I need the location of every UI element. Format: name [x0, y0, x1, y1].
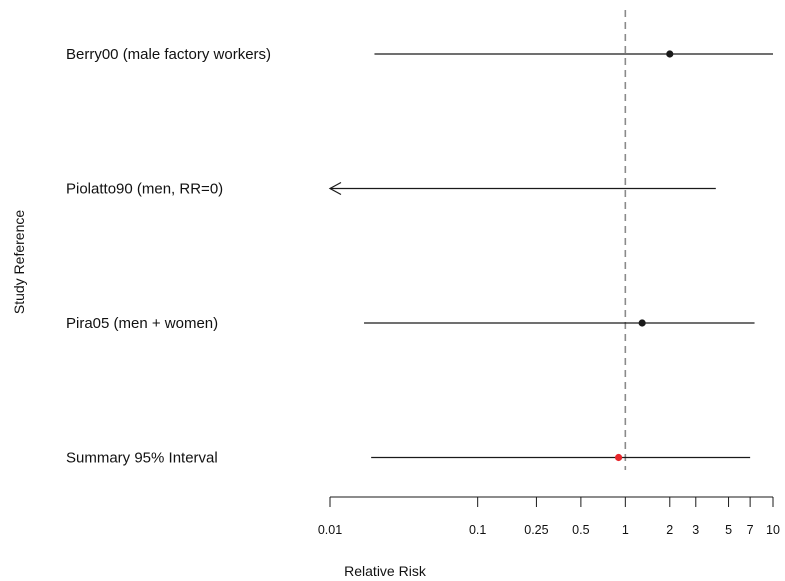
x-tick-label: 0.25	[524, 523, 548, 537]
point-estimate	[638, 319, 646, 327]
study-row: Pira05 (men + women)	[66, 315, 755, 332]
x-tick-label: 10	[766, 523, 780, 537]
x-tick-label: 0.01	[318, 523, 342, 537]
study-label: Pira05 (men + women)	[66, 315, 218, 332]
study-label: Summary 95% Interval	[66, 450, 218, 467]
point-estimate	[614, 453, 623, 462]
point-estimate	[666, 50, 674, 58]
study-label: Berry00 (male factory workers)	[66, 46, 271, 63]
x-tick-label: 3	[692, 523, 699, 537]
x-axis-title: Relative Risk	[344, 563, 427, 579]
study-row: Summary 95% Interval	[66, 450, 751, 467]
x-tick-label: 0.1	[469, 523, 486, 537]
x-tick-label: 1	[622, 523, 629, 537]
x-tick-label: 0.5	[572, 523, 589, 537]
x-tick-label: 5	[725, 523, 732, 537]
study-row: Piolatto90 (men, RR=0)	[66, 181, 716, 198]
study-label: Piolatto90 (men, RR=0)	[66, 181, 223, 198]
interval-arrow	[328, 181, 342, 196]
x-tick-label: 2	[666, 523, 673, 537]
y-axis-title: Study Reference	[11, 210, 27, 314]
x-tick-label: 7	[747, 523, 754, 537]
study-row: Berry00 (male factory workers)	[66, 46, 773, 63]
